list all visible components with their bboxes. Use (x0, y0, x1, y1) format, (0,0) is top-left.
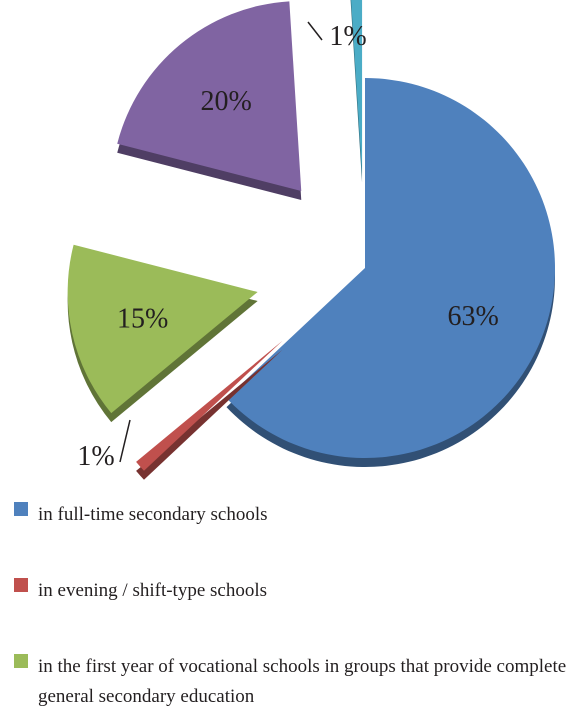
legend-label-evening: in evening / shift-type schools (38, 580, 268, 601)
legend-swatch-vocational (14, 654, 28, 668)
pie-slice-label-0: 63% (447, 301, 498, 332)
pie-slice-label-2: 15% (117, 304, 168, 335)
pie-slice-top-3 (117, 1, 302, 191)
legend-swatch-evening (14, 578, 28, 592)
legend-item-vocational: in the first year of vocational schools … (14, 652, 569, 712)
pie-slice-top-0 (226, 78, 555, 458)
legend-swatch-full-time (14, 502, 28, 516)
pie-slice-top-1 (136, 340, 283, 471)
pie-slice-label-1: 1% (77, 441, 114, 472)
pie-slice-top-4 (351, 0, 363, 174)
pie-slice-1 (136, 340, 283, 480)
pie-leader-line-4 (307, 21, 323, 41)
legend: in full-time secondary schools in evenin… (14, 500, 569, 712)
pie-slice-label-4: 1% (329, 21, 366, 52)
legend-item-evening: in evening / shift-type schools (14, 576, 569, 606)
pie-slice-label-3: 20% (201, 86, 252, 117)
legend-label-full-time: in full-time secondary schools (38, 504, 268, 525)
legend-label-vocational: in the first year of vocational schools … (38, 656, 567, 707)
pie-leader-line-1 (119, 419, 131, 463)
legend-item-full-time: in full-time secondary schools (14, 500, 569, 530)
pie-slice-side-1 (136, 349, 283, 480)
pie-slice-top-2 (67, 244, 258, 414)
pie-slice-4 (350, 0, 363, 183)
pie-chart: 63% 1% 15% 20% 1% (67, 0, 555, 480)
pie-slice-2 (67, 244, 258, 423)
pie-slice-3 (117, 1, 302, 200)
pie-slice-0 (226, 78, 555, 467)
